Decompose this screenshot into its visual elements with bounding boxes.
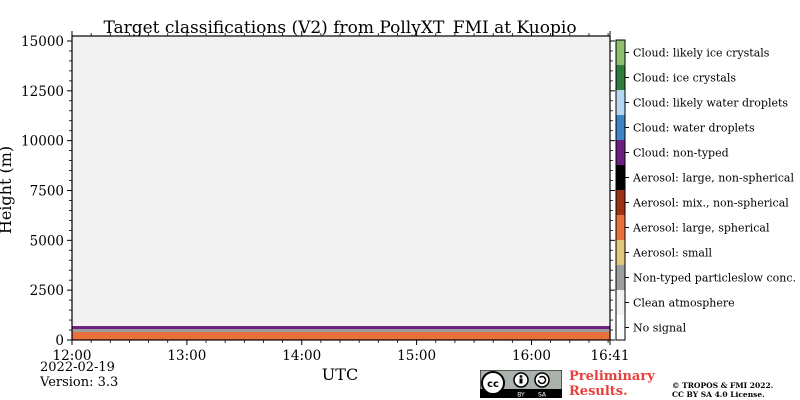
plot-area: [71, 35, 611, 341]
colorbar-swatch: [616, 165, 625, 190]
colorbar-swatch: [616, 240, 625, 265]
preliminary-line-2: Results.: [569, 384, 628, 399]
colorbar-label: Cloud: likely ice crystals: [633, 47, 770, 60]
y-tick-label: 0: [55, 333, 64, 349]
colorbar-swatch: [616, 40, 625, 65]
x-axis: 12:00 13:00 14:00 15:00 16:00 16:41: [53, 31, 630, 364]
y-tick-label: 2500: [30, 283, 64, 299]
sa-icon: [534, 372, 550, 388]
y-tick-label: 10000: [21, 134, 64, 150]
x-tick-label: 16:41: [591, 348, 630, 364]
y-tick-label: 5000: [30, 233, 64, 249]
y-tick-label: 7500: [30, 183, 64, 199]
colorbar-swatch: [616, 215, 625, 240]
preliminary-notice: Preliminary Results.: [569, 369, 655, 399]
x-tick-label: 13:00: [167, 348, 206, 364]
colorbar-swatch: [616, 140, 625, 165]
cc-icon: cc: [481, 371, 505, 395]
colorbar-swatch: [616, 315, 625, 340]
chart-title: Target classifications (V2) from PollyXT…: [103, 18, 576, 38]
colorbar-legend: No signal Clean atmosphere Non-typed parti…: [615, 39, 796, 341]
colorbar-swatch: [616, 65, 625, 90]
svg-text:cc: cc: [487, 379, 499, 390]
version-label: Version: 3.3: [40, 375, 119, 390]
class-layer: [72, 36, 610, 327]
copyright-notice: © TROPOS & FMI 2022. CC BY SA 4.0 Licens…: [672, 381, 773, 399]
colorbar-label: Aerosol: small: [632, 247, 712, 260]
colorbar-label: Clean atmosphere: [633, 297, 735, 310]
copyright-line-2: CC BY SA 4.0 License.: [672, 390, 765, 399]
preliminary-line-1: Preliminary: [569, 369, 655, 384]
x-tick-label: 14:00: [282, 348, 321, 364]
y-axis-label: Height (m): [0, 146, 15, 234]
y-axis: 0 2500 5000 7500 10000 12500 15000: [21, 34, 615, 349]
y-tick-label: 12500: [21, 84, 64, 100]
colorbar-swatch: [616, 115, 625, 140]
date-label: 2022-02-19: [40, 360, 115, 375]
colorbar-label: Aerosol: mix., non-spherical: [632, 197, 789, 210]
colorbar-label: Aerosol: large, non-spherical: [632, 172, 794, 185]
by-icon: [513, 372, 529, 388]
colorbar-label: Cloud: water droplets: [633, 122, 755, 135]
colorbar-swatch: [616, 265, 625, 290]
colorbar-swatch: [616, 190, 625, 215]
colorbar-label: Aerosol: large, spherical: [632, 222, 770, 235]
x-tick-label: 15:00: [397, 348, 436, 364]
class-layer: [72, 329, 610, 334]
colorbar-swatch: [616, 90, 625, 115]
sa-label: SA: [538, 392, 547, 399]
colorbar-label: Non-typed particleslow conc.: [633, 272, 796, 285]
by-label: BY: [517, 392, 525, 399]
x-tick-label: 12:00: [53, 348, 92, 364]
colorbar-swatch: [616, 290, 625, 315]
class-layer: [72, 332, 610, 340]
colorbar-label: Cloud: ice crystals: [633, 72, 736, 85]
class-layer: [72, 326, 610, 331]
cc-by-sa-badge: cc BY SA: [480, 370, 562, 398]
x-axis-label: UTC: [322, 365, 358, 384]
copyright-line-1: © TROPOS & FMI 2022.: [672, 381, 774, 390]
colorbar-label: No signal: [633, 322, 687, 335]
colorbar-label: Cloud: likely water droplets: [633, 97, 788, 110]
colorbar-label: Cloud: non-typed: [633, 147, 729, 160]
x-tick-label: 16:00: [512, 348, 551, 364]
colorbar-frame: [615, 39, 626, 341]
y-tick-label: 15000: [21, 34, 64, 50]
plot-frame: [71, 35, 611, 341]
